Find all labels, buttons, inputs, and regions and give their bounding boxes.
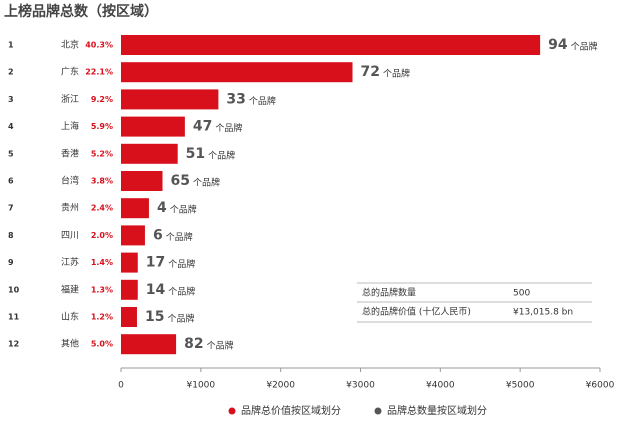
region: 四川: [61, 231, 79, 241]
bar: [121, 35, 541, 55]
rank: 6: [8, 177, 14, 186]
region: 贵州: [61, 202, 79, 214]
legend-label: 品牌总数量按区域划分: [387, 404, 487, 417]
count-label: 4: [157, 200, 167, 216]
region: 其他: [61, 338, 79, 350]
share: 5.0%: [91, 340, 113, 349]
x-tick-label: ¥1000: [187, 381, 216, 391]
x-tick-label: ¥2000: [266, 381, 295, 391]
count-label: 15: [145, 309, 164, 325]
region: 浙江: [61, 93, 79, 105]
count-unit: 个品牌: [166, 231, 193, 243]
summary-value: ¥13,015.8 bn: [513, 308, 573, 318]
share: 2.0%: [91, 231, 113, 240]
count-unit: 个品牌: [168, 285, 195, 297]
bar: [121, 279, 138, 300]
rank: 5: [8, 149, 14, 158]
bar: [121, 116, 185, 137]
x-tick-label: ¥3000: [346, 381, 375, 391]
count-unit: 个品牌: [207, 340, 234, 352]
count-label: 65: [171, 173, 190, 189]
count-label: 51: [186, 146, 205, 162]
x-tick-label: ¥4000: [426, 381, 455, 391]
count-unit: 个品牌: [249, 95, 276, 107]
count-label: 94: [548, 37, 568, 53]
summary-value: 500: [513, 289, 530, 299]
bar: [121, 307, 137, 327]
rank: 2: [8, 68, 14, 77]
count-label: 33: [226, 91, 245, 107]
rank: 12: [8, 340, 19, 349]
bar: [121, 252, 138, 273]
region: 广东: [61, 66, 79, 78]
count-unit: 个品牌: [168, 258, 195, 270]
bar: [121, 171, 163, 191]
count-label: 17: [146, 255, 165, 271]
region: 山东: [61, 311, 79, 323]
chart-title: 上榜品牌总数（按区域）: [4, 3, 158, 20]
count-unit: 个品牌: [383, 68, 410, 80]
count-label: 14: [146, 282, 166, 298]
share: 3.8%: [91, 177, 113, 186]
share: 9.2%: [91, 95, 113, 104]
region: 北京: [61, 39, 79, 51]
region: 上海: [61, 120, 79, 132]
rank: 11: [8, 313, 20, 322]
bar: [121, 225, 145, 246]
rank: 7: [8, 204, 14, 213]
legend-marker: [374, 407, 382, 415]
summary-label: 总的品牌价值 (十亿人民币): [362, 306, 471, 318]
rank: 1: [8, 41, 14, 50]
share: 5.9%: [91, 122, 113, 131]
count-label: 47: [193, 119, 212, 135]
region: 台湾: [61, 175, 79, 187]
share: 1.3%: [91, 285, 113, 294]
count-label: 82: [184, 336, 203, 352]
bar: [121, 198, 149, 219]
share: 2.4%: [91, 204, 113, 213]
rank: 9: [8, 258, 14, 267]
rank: 10: [8, 285, 20, 294]
count-label: 6: [153, 227, 163, 243]
legend-label: 品牌总价值按区域划分: [241, 404, 341, 417]
legend-marker: [228, 407, 236, 415]
share: 1.4%: [91, 258, 113, 267]
share: 40.3%: [85, 41, 113, 50]
count-unit: 个品牌: [170, 204, 197, 216]
count-unit: 个品牌: [208, 149, 235, 161]
summary-label: 总的品牌数量: [362, 287, 416, 299]
x-tick-label: 0: [118, 381, 124, 391]
bar: [121, 143, 178, 164]
bar: [121, 89, 219, 110]
share: 5.2%: [91, 149, 113, 158]
count-unit: 个品牌: [167, 313, 194, 325]
share: 22.1%: [85, 68, 113, 77]
x-tick-label: ¥5000: [506, 381, 535, 391]
count-label: 72: [361, 64, 380, 80]
region: 香港: [61, 147, 79, 159]
x-tick-label: ¥6000: [586, 381, 615, 391]
bar: [121, 334, 177, 355]
count-unit: 个品牌: [571, 41, 598, 53]
count-unit: 个品牌: [193, 177, 220, 189]
bar: [121, 62, 353, 83]
rank: 8: [8, 231, 14, 240]
share: 1.2%: [91, 313, 113, 322]
region: 福建: [61, 283, 79, 295]
rank: 4: [8, 122, 14, 131]
count-unit: 个品牌: [215, 122, 242, 134]
region: 江苏: [61, 256, 79, 268]
rank: 3: [8, 95, 14, 104]
